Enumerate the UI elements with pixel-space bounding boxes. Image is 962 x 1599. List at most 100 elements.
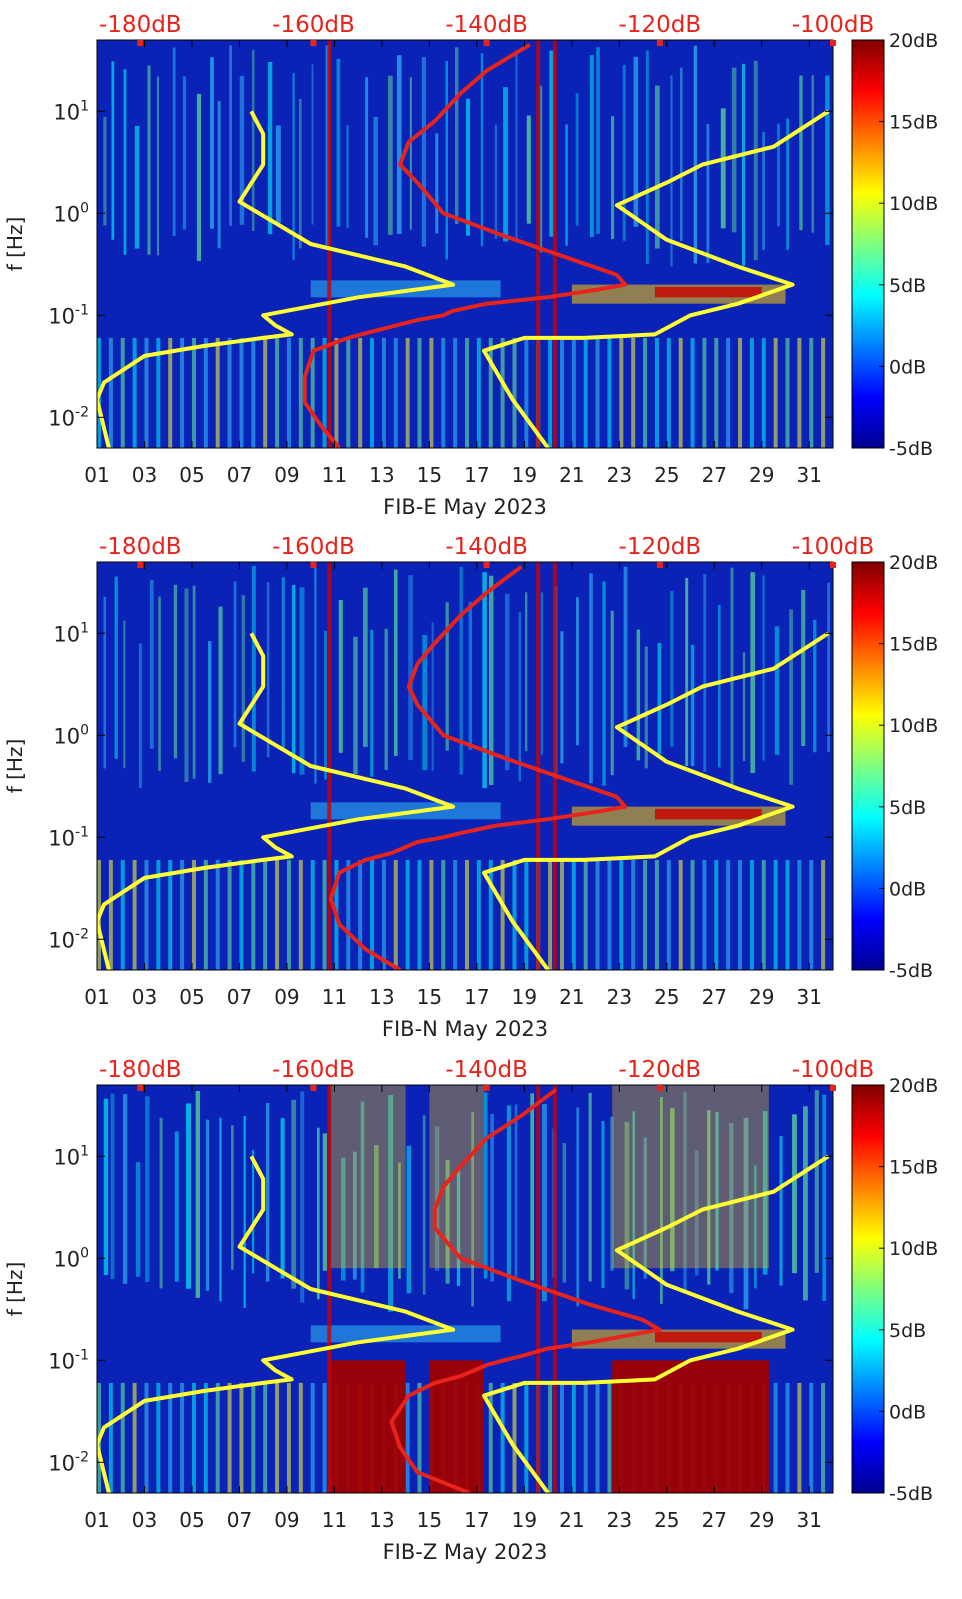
spectrogram-streak [480,53,484,247]
spectrogram-lowfreq-band [156,1382,161,1493]
spectrogram-streak [813,619,817,753]
spectrogram-lowfreq-band [215,859,220,970]
top-axis-tick [656,1085,663,1091]
x-tick-label: 17 [464,463,489,487]
x-tick-label: 15 [417,463,442,487]
spectrogram-lowfreq-band [132,1382,137,1493]
spectrogram-lowfreq-band [322,859,327,970]
x-tick-label: 29 [749,463,774,487]
spectrogram-streak [560,631,564,764]
spectrogram-lowfreq-band [797,859,802,970]
spectrogram-lowfreq-band [334,337,339,448]
spectrogram-lowfreq-band [132,859,137,970]
spectrogram-lowfreq-band [286,337,291,448]
spectrogram-lowfreq-band [690,337,695,448]
spectrogram-lowfreq-band [215,337,220,448]
spectrogram-streak [299,587,305,775]
spectrogram-streak [540,592,544,755]
spectrogram-streak [654,85,660,249]
spectrogram-lowfreq-band [500,337,505,448]
x-tick-label: 19 [512,985,537,1009]
y-tick-label: 10-2 [48,404,89,430]
spectrogram-streak [549,50,555,237]
spectrogram-lowfreq-band [453,859,458,970]
spectrogram-lowfreq-band [785,859,790,970]
spectrogram-lowfreq-band [583,337,588,448]
spectrogram-lowfreq-band [180,859,185,970]
spectrogram-streak [515,49,518,240]
spectrogram-streak [346,125,349,229]
spectrogram-streak [173,584,178,759]
spectrogram-lowfreq-band [429,337,434,448]
spectrogram-lowfreq-band [405,859,410,970]
spectrogram-lowfreq-band [405,1382,410,1493]
top-axis-label: -180dB [99,12,182,38]
spectrogram-lowfreq-band [749,337,754,448]
spectrogram-streak [670,1108,675,1272]
spectrogram-streak [300,1091,305,1303]
top-axis-tick [483,562,490,568]
spectrogram-lowfreq-band [512,859,517,970]
spectrogram-streak [718,604,721,768]
top-axis-tick [137,40,144,46]
series-line-3 [328,565,628,970]
spectrogram-streak [352,1151,357,1280]
spectrogram-lowfreq-band [821,337,826,448]
spectrogram-streak [530,1093,534,1281]
colorbar-tick-label: 10dB [889,1238,938,1260]
spectrogram-streak [158,596,161,771]
x-tick-label: 17 [464,1508,489,1532]
spectrogram-streak [172,47,176,237]
spectrogram-streak [251,50,255,231]
spectrogram-lowfreq-band [310,859,315,970]
spectrogram-streak [588,1092,592,1282]
x-tick-label: 27 [702,985,727,1009]
spectrogram-streak [229,45,233,226]
spectrogram-lowfreq-band [346,337,351,448]
spectrogram-lowfreq-band [370,859,375,970]
spectrogram-streak [483,1092,488,1279]
spectrogram-streak [488,575,494,785]
spectrogram-lowfreq-band [524,1382,529,1493]
spectrogram-streak [622,65,626,241]
spectrogram-streak [624,1121,630,1290]
x-tick-label: 03 [132,463,157,487]
spectrogram-lowfreq-band [358,337,363,448]
spectrogram-streak [565,124,568,246]
colorbar-tick-label: 5dB [889,797,926,819]
plot-frame [96,561,834,971]
microseism-band [310,802,501,820]
spectrogram-streak [839,622,842,770]
top-axis-tick [310,40,317,46]
spectrogram-streak [266,581,270,758]
spectrogram-streak [360,1101,365,1293]
spectrogram-streak [636,629,641,761]
spectrogram-streak [633,56,639,227]
spectrogram-streak [518,612,522,781]
spectrogram-lowfreq-band [666,337,671,448]
microseism-band [310,280,501,298]
spectrogram-streak [799,75,803,231]
spectrogram-lowfreq-band [263,337,268,448]
spectrogram-lowfreq-band [227,859,232,970]
colorbar-tick-label: 0dB [889,878,926,900]
spectrogram-streak [825,75,830,245]
microseism-band [310,1325,501,1343]
spectrogram-streak [657,642,662,755]
spectrogram-lowfreq-band [203,337,208,448]
spectrogram-streak [103,596,106,769]
x-tick-label: 25 [654,463,679,487]
spectrogram-lowfreq-band [453,337,458,448]
colorbar-tick-label: 10dB [889,715,938,737]
top-axis-label: -100dB [792,534,875,560]
high-energy-block [329,1085,406,1269]
spectrogram-streak [114,576,118,759]
event-line [327,562,332,970]
spectrogram-lowfreq-band [393,859,398,970]
spectrogram-streak [408,575,413,761]
spectrogram-lowfreq-band [476,859,481,970]
spectrogram-streak [754,1165,757,1289]
event-line [327,40,332,448]
spectrogram-streak [338,600,343,753]
spectrogram-streak [731,67,737,233]
